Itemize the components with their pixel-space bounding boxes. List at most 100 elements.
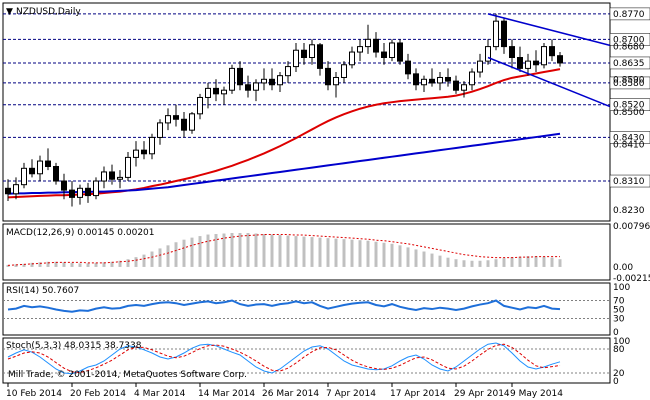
candle-body xyxy=(21,167,27,186)
macd-bar xyxy=(374,241,378,267)
time-label: 7 Apr 2014 xyxy=(326,389,376,399)
price-tick-label: 0.8500 xyxy=(613,108,645,118)
candle-body xyxy=(381,51,387,58)
candle-body xyxy=(325,67,331,86)
candle-body xyxy=(445,76,451,82)
rsi-title: RSI(14) 50.7607 xyxy=(6,286,79,296)
candle-body xyxy=(61,180,67,191)
macd-bar xyxy=(70,262,74,267)
macd-bar xyxy=(486,260,490,267)
price-tick-label: 0.8590 xyxy=(613,75,645,85)
macd-bar xyxy=(454,259,458,267)
candle-body xyxy=(173,115,179,120)
candle-body xyxy=(229,67,235,91)
candle-body xyxy=(453,80,459,91)
candle-body xyxy=(557,55,563,64)
candle-body xyxy=(205,87,211,98)
macd-indicator: 0.00796 0.00-0.00215 xyxy=(6,222,650,284)
candle-body xyxy=(357,46,363,53)
candle-body xyxy=(221,89,227,95)
candle-body xyxy=(197,96,203,115)
macd-bar xyxy=(102,262,106,267)
level-tag xyxy=(609,56,650,70)
trendline xyxy=(487,56,611,108)
moving-average-line xyxy=(7,68,561,199)
candle-body xyxy=(541,46,547,66)
candle-body xyxy=(85,187,91,197)
macd-axis-label: 0.00796 xyxy=(613,222,650,232)
level-tag xyxy=(609,7,650,21)
candle-body xyxy=(461,84,467,91)
macd-bar xyxy=(14,264,18,267)
candle-body xyxy=(125,156,131,178)
macd-bar xyxy=(206,234,210,267)
time-label: 20 Feb 2014 xyxy=(70,389,126,399)
macd-bar xyxy=(446,257,450,267)
macd-bar xyxy=(22,263,26,267)
macd-bar xyxy=(398,245,402,267)
time-label: 29 Apr 2014 xyxy=(454,389,510,399)
price-tick-label: 0.8680 xyxy=(613,43,645,53)
candle-body xyxy=(109,171,115,180)
macd-bar xyxy=(214,234,218,267)
macd-bar xyxy=(326,238,330,267)
stoch-line xyxy=(7,342,561,375)
candle-body xyxy=(517,57,523,69)
macd-axis-label: -0.00215 xyxy=(613,274,650,284)
macd-bar xyxy=(142,254,146,267)
level-label: 0.8770 xyxy=(613,10,645,20)
macd-bar xyxy=(438,255,442,267)
candle-body xyxy=(213,87,219,95)
macd-bar xyxy=(270,234,274,267)
macd-bar xyxy=(542,256,546,267)
macd-bar xyxy=(126,259,130,267)
candle-body xyxy=(237,67,243,86)
level-label: 0.8700 xyxy=(613,35,645,45)
rsi-axis-label: 0 xyxy=(613,328,619,338)
macd-signal-line xyxy=(7,234,560,266)
macd-bar xyxy=(110,261,114,267)
macd-bar xyxy=(366,240,370,267)
macd-bar xyxy=(470,260,474,267)
chart-title-arrow-icon: ▼ xyxy=(6,7,13,17)
level-tag xyxy=(609,98,650,111)
candle-body xyxy=(413,73,419,86)
macd-bar xyxy=(310,237,314,267)
macd-bar xyxy=(462,260,466,267)
macd-bar xyxy=(230,232,234,267)
candle-body xyxy=(501,20,507,48)
level-label: 0.8635 xyxy=(613,59,645,69)
time-label: 4 Mar 2014 xyxy=(134,389,186,399)
macd-bar xyxy=(526,256,530,267)
macd-bar xyxy=(46,261,50,267)
candle-body xyxy=(421,78,427,86)
candle-body xyxy=(533,60,539,66)
candle-body xyxy=(485,46,491,62)
macd-bar xyxy=(422,251,426,267)
stoch-axis-label: 20 xyxy=(613,369,625,379)
stoch-axis-label: 100 xyxy=(613,337,630,347)
macd-bar xyxy=(246,232,250,267)
chart-title: NZDUSD,Daily xyxy=(16,7,81,17)
stoch-axis-label: 80 xyxy=(613,345,625,355)
stoch-axis-label: 0 xyxy=(613,377,619,387)
macd-bar xyxy=(150,251,154,267)
macd-bar xyxy=(302,236,306,267)
macd-bar xyxy=(134,257,138,267)
candle-body xyxy=(509,46,515,58)
candle-body xyxy=(245,84,251,91)
candle-body xyxy=(437,76,443,84)
level-tag xyxy=(609,76,650,90)
candle-body xyxy=(13,184,19,195)
candle-body xyxy=(189,113,195,131)
level-label: 0.8430 xyxy=(613,133,645,143)
candle-body xyxy=(373,38,379,53)
candle-body xyxy=(101,171,107,182)
macd-pane xyxy=(2,223,611,281)
candle-body xyxy=(157,122,163,138)
macd-bar xyxy=(6,264,10,267)
macd-title: MACD(12,26,9) 0.00145 0.00201 xyxy=(6,228,155,238)
macd-bar xyxy=(334,238,338,267)
moving-average-line xyxy=(7,132,561,195)
